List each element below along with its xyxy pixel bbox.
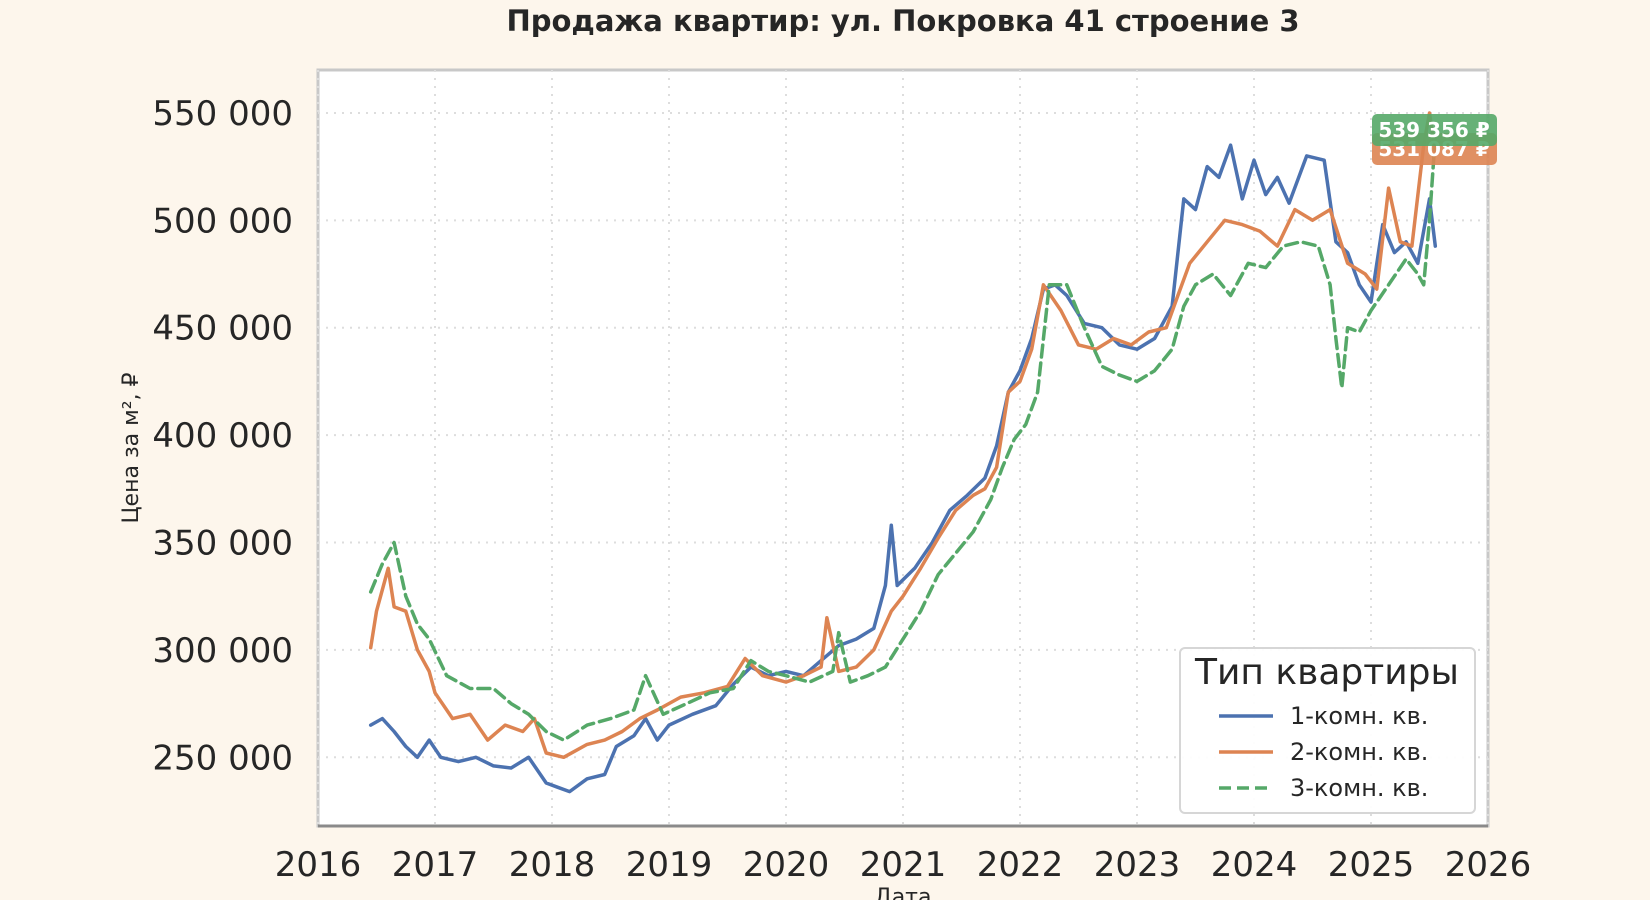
y-tick-label: 300 000 bbox=[152, 631, 293, 671]
legend-entry-2: 2-комн. кв. bbox=[1290, 738, 1428, 766]
price-tag-box bbox=[1372, 114, 1497, 146]
x-tick-label: 2026 bbox=[1445, 845, 1532, 885]
y-tick-label: 550 000 bbox=[152, 94, 293, 134]
y-tick-label: 400 000 bbox=[152, 416, 293, 456]
y-ticks: 250 000 300 000 350 000 400 000 450 000 500 0… bbox=[152, 94, 293, 778]
y-tick-label: 350 000 bbox=[152, 524, 293, 564]
x-tick-label: 2020 bbox=[743, 845, 830, 885]
y-tick-label: 500 000 bbox=[152, 201, 293, 241]
x-tick-label: 2024 bbox=[1211, 845, 1298, 885]
series-line-2 bbox=[368, 111, 1438, 760]
x-tick-label: 2017 bbox=[392, 845, 479, 885]
series-layer bbox=[368, 111, 1438, 794]
series-line-1 bbox=[368, 143, 1438, 794]
x-tick-label: 2021 bbox=[860, 845, 947, 885]
legend-entry-1: 1-комн. кв. bbox=[1290, 702, 1428, 730]
x-tick-label: 2025 bbox=[1328, 845, 1415, 885]
price-tag: 539 356 ₽ bbox=[1372, 114, 1497, 146]
y-tick-label: 250 000 bbox=[152, 738, 293, 778]
x-tick-label: 2018 bbox=[509, 845, 596, 885]
price-tag-label: 539 356 ₽ bbox=[1378, 118, 1489, 142]
legend-title: Тип квартиры bbox=[1194, 652, 1459, 693]
x-axis-label: Дата bbox=[875, 885, 932, 900]
x-tick-label: 2022 bbox=[977, 845, 1064, 885]
legend: Тип квартиры 1-комн. кв. 2-комн. кв. 3-к… bbox=[1179, 647, 1476, 814]
x-tick-label: 2016 bbox=[275, 845, 362, 885]
legend-box bbox=[1179, 647, 1476, 814]
annotations: 531 087 ₽539 356 ₽ bbox=[1372, 114, 1497, 165]
grid bbox=[317, 70, 1489, 826]
y-axis-label: Цена за м², ₽ bbox=[119, 372, 144, 523]
chart-title: Продажа квартир: ул. Покровка 41 строени… bbox=[506, 4, 1299, 38]
x-tick-label: 2023 bbox=[1094, 845, 1181, 885]
x-ticks: 2016 2017 2018 2019 2020 2021 2022 2023 2024 2025… bbox=[275, 845, 1532, 885]
legend-entry-3: 3-комн. кв. bbox=[1290, 774, 1428, 802]
y-tick-label: 450 000 bbox=[152, 309, 293, 349]
series-line-3 bbox=[368, 134, 1438, 742]
x-tick-label: 2019 bbox=[626, 845, 713, 885]
